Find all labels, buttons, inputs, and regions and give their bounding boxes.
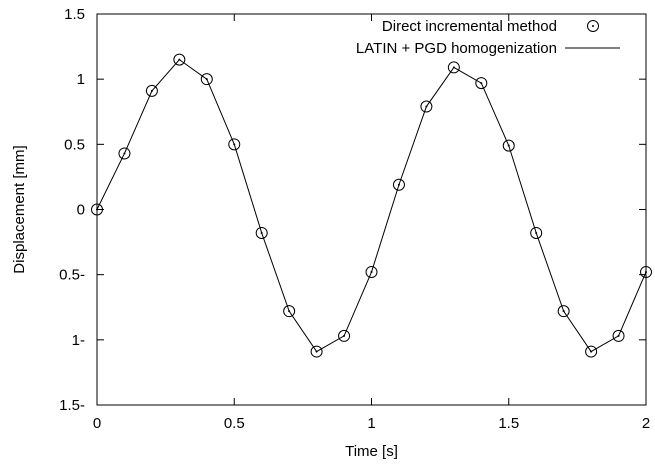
y-axis-ticks: 1.5 1 0.5 0 0.5- 1- 1.5- [59, 6, 646, 414]
data-point-marker [338, 329, 351, 342]
data-point-marker [310, 345, 323, 358]
data-point-marker [91, 203, 103, 216]
series-line-latin-pgd [96, 58, 647, 353]
plot-frame [96, 13, 647, 406]
data-point-marker [585, 345, 598, 358]
data-point-marker [200, 73, 213, 86]
x-axis-title: Time [s] [345, 443, 398, 460]
data-point-marker [447, 61, 460, 74]
y-axis-title: Displacement [mm] [11, 145, 28, 273]
data-point-marker [530, 226, 543, 239]
data-point-marker [255, 226, 268, 239]
y-tick-label: 1 [77, 71, 85, 88]
legend-label-direct-incremental: Direct incremental method [382, 18, 557, 35]
data-point-marker [283, 305, 296, 318]
data-point-marker [420, 100, 433, 113]
legend: Direct incremental method LATIN + PGD ho… [356, 18, 620, 57]
y-tick-label: 0.5 [64, 136, 85, 153]
x-tick-label: 1.5 [498, 415, 519, 432]
x-tick-label: 0.5 [224, 415, 245, 432]
y-tick-label: 0 [77, 202, 85, 219]
y-tick-label: 1- [72, 332, 85, 349]
direct-incremental-marker-series [91, 53, 652, 358]
x-tick-label: 2 [642, 415, 650, 432]
data-point-marker [640, 266, 652, 279]
data-point-marker [118, 147, 131, 160]
data-point-marker [502, 139, 515, 152]
y-tick-label: 1.5 [64, 6, 85, 23]
legend-label-latin-pgd: LATIN + PGD homogenization [356, 40, 557, 57]
data-point-marker [612, 329, 625, 342]
x-tick-label: 1 [367, 415, 375, 432]
y-tick-label: 0.5- [59, 267, 85, 284]
data-point-marker [365, 266, 378, 279]
data-point-marker [392, 178, 405, 191]
y-tick-label: 1.5- [59, 397, 85, 414]
data-point-marker [145, 84, 158, 97]
data-point-marker [228, 138, 241, 151]
x-axis-ticks: 0 0.5 1 1.5 2 [93, 14, 650, 432]
x-tick-label: 0 [93, 415, 101, 432]
data-point-marker [475, 77, 488, 90]
latin-pgd-line-series [96, 58, 647, 353]
data-point-marker [557, 305, 570, 318]
legend-marker-direct-incremental [587, 20, 599, 32]
data-point-marker [173, 53, 186, 66]
